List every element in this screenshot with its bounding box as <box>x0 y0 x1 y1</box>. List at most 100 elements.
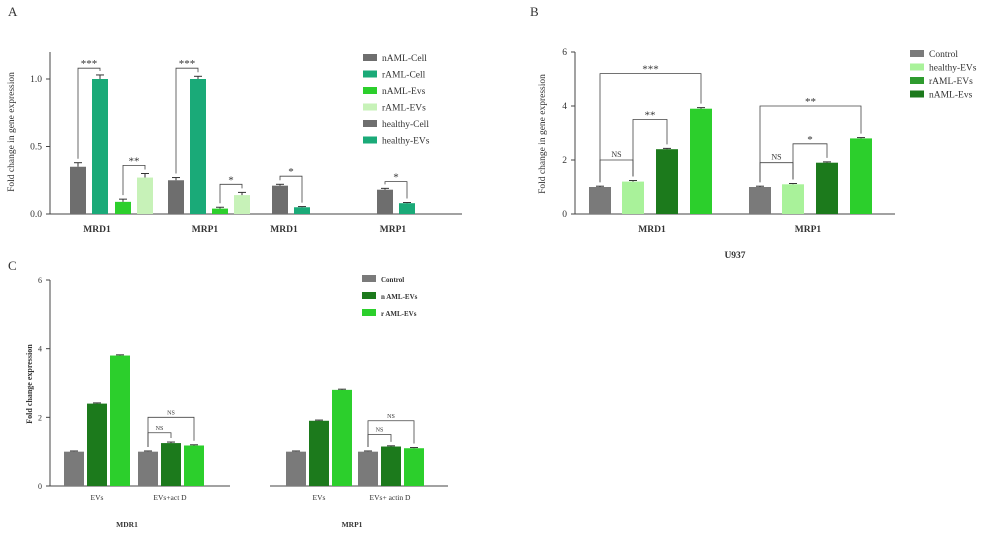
significance-label: *** <box>81 58 98 70</box>
significance-label: ** <box>805 96 816 108</box>
significance-bracket <box>279 175 303 203</box>
significance-label: * <box>288 166 294 178</box>
legend-label: r AML-EVs <box>381 310 417 318</box>
significance-label: *** <box>642 64 659 76</box>
bar <box>690 108 712 214</box>
bar <box>749 187 771 214</box>
significance-bracket <box>599 73 702 183</box>
significance-bracket <box>367 420 415 447</box>
panel-label-c: C <box>8 258 17 273</box>
legend-swatch <box>363 87 377 94</box>
gene-label: MDR1 <box>116 520 138 529</box>
bar <box>64 451 84 486</box>
significance-label: * <box>228 174 234 186</box>
bar <box>309 420 329 486</box>
legend-swatch <box>910 90 924 98</box>
group-label: EVs <box>91 493 104 502</box>
group-label: EVs+ actin D <box>370 493 411 502</box>
bar <box>110 355 130 486</box>
legend-swatch <box>910 63 924 71</box>
significance-bracket <box>147 416 195 447</box>
bar <box>212 208 228 214</box>
bar <box>286 451 306 486</box>
bar <box>294 207 310 214</box>
legend-swatch <box>363 70 377 78</box>
legend-swatch <box>362 275 376 282</box>
significance-label: NS <box>771 153 781 162</box>
bar <box>404 448 424 486</box>
group-label: EVs+act D <box>153 493 187 502</box>
significance-bracket <box>759 162 794 183</box>
panel-b: B Fold change in gene expression 0 2 4 6 NS… <box>530 4 977 261</box>
panel-a-y-label: Fold change in gene expression <box>7 72 17 192</box>
gene-label: MRP1 <box>342 520 363 529</box>
significance-label: NS <box>156 426 164 432</box>
group-label: MRD1 <box>83 225 111 235</box>
bar <box>70 166 86 214</box>
panel-label-a: A <box>8 4 18 19</box>
significance-bracket <box>759 105 862 183</box>
significance-label: NS <box>376 428 384 434</box>
significance-bracket <box>632 119 668 177</box>
significance-label: * <box>393 172 399 184</box>
panel-label-b: B <box>530 4 539 19</box>
significance-bracket <box>122 165 146 196</box>
significance-bracket <box>367 434 392 447</box>
significance-label: * <box>807 134 813 146</box>
legend-label: nAML-Evs <box>382 87 426 97</box>
bar <box>137 177 153 214</box>
group-label: MRD1 <box>638 225 666 235</box>
legend-label: Control <box>381 276 404 284</box>
significance-label: NS <box>611 150 621 159</box>
legend-label: rAML-EVs <box>929 77 973 87</box>
y-tick-label: 2 <box>562 156 567 166</box>
legend-label: nAML-Cell <box>382 54 427 64</box>
legend-label: nAML-Evs <box>929 91 973 101</box>
legend-label: healthy-EVs <box>382 137 430 147</box>
bar <box>816 162 838 214</box>
group-label: EVs <box>313 493 326 502</box>
panel-c: C Fold change expression 0 2 4 6 NS NS NS NS E… <box>8 258 448 529</box>
legend-swatch <box>910 77 924 84</box>
legend-label: rAML-Cell <box>382 71 426 81</box>
significance-bracket <box>792 143 828 180</box>
significance-bracket <box>77 67 101 159</box>
y-tick-label: 0 <box>38 482 42 491</box>
bar <box>850 138 872 214</box>
y-tick-label: 1.0 <box>30 75 42 85</box>
bar <box>87 403 107 486</box>
legend-swatch <box>363 136 377 144</box>
legend-label: Control <box>929 50 958 60</box>
significance-bracket <box>175 67 199 174</box>
y-tick-label: 0.0 <box>30 210 42 220</box>
panel-b-y-label: Fold change in gene expression <box>538 74 548 194</box>
bar <box>358 451 378 486</box>
legend-label: healthy-EVs <box>929 64 977 74</box>
bar <box>377 189 393 214</box>
bar <box>622 181 644 214</box>
y-tick-label: 0 <box>562 210 567 220</box>
legend-label: healthy-Cell <box>382 120 429 130</box>
bar <box>168 180 184 214</box>
bar <box>332 389 352 486</box>
y-tick-label: 6 <box>38 276 42 285</box>
legend-swatch <box>362 309 376 316</box>
significance-label: ** <box>645 110 656 122</box>
significance-label: *** <box>179 58 196 70</box>
legend-label: n AML-EVs <box>381 293 418 301</box>
panel-a: A Fold change in gene expression 0.0 0.5 1… <box>7 4 462 235</box>
bar <box>782 184 804 214</box>
significance-bracket <box>384 181 408 199</box>
bar <box>115 201 131 214</box>
group-label: MRD1 <box>270 225 298 235</box>
group-label: MRP1 <box>192 225 219 235</box>
y-tick-label: 2 <box>38 413 42 422</box>
bar <box>92 79 108 214</box>
group-label: MRP1 <box>795 225 822 235</box>
legend-swatch <box>910 50 924 57</box>
significance-label: ** <box>129 155 140 167</box>
bar <box>184 445 204 486</box>
significance-label: NS <box>387 414 395 420</box>
significance-bracket <box>219 183 243 204</box>
